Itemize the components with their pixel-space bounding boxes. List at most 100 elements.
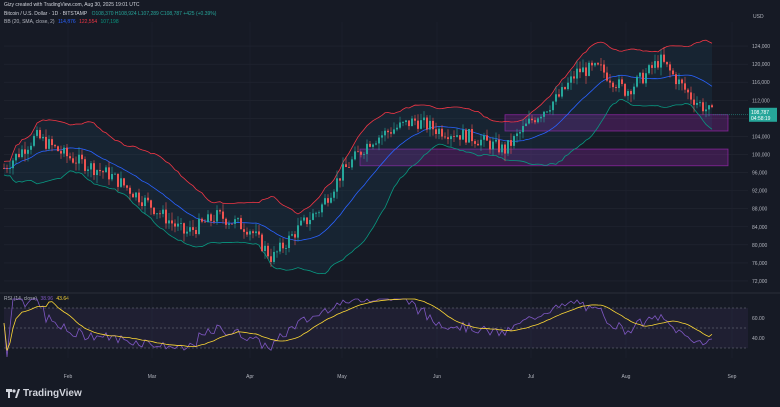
candle-body[interactable] — [426, 117, 428, 130]
candle-body[interactable] — [231, 223, 233, 225]
candle-body[interactable] — [294, 234, 296, 238]
candle-body[interactable] — [90, 163, 92, 170]
candle-body[interactable] — [519, 132, 521, 134]
candle-body[interactable] — [345, 164, 347, 168]
candle-body[interactable] — [255, 231, 257, 234]
candle-body[interactable] — [378, 137, 380, 144]
candle-body[interactable] — [81, 154, 83, 160]
candle-body[interactable] — [390, 132, 392, 134]
candle-body[interactable] — [474, 141, 476, 144]
candle-body[interactable] — [342, 164, 344, 181]
candle-body[interactable] — [411, 118, 413, 127]
candle-body[interactable] — [570, 76, 572, 83]
candle-body[interactable] — [462, 129, 464, 140]
candle-body[interactable] — [531, 118, 533, 121]
candle-body[interactable] — [156, 213, 158, 215]
rsi-ma-line[interactable] — [3, 298, 713, 351]
candle-body[interactable] — [621, 79, 623, 84]
candle-body[interactable] — [609, 80, 611, 83]
candle-body[interactable] — [318, 212, 320, 214]
candle-body[interactable] — [213, 220, 215, 222]
candle-body[interactable] — [267, 245, 269, 257]
candle-body[interactable] — [321, 204, 323, 213]
symbol-line[interactable]: Bitcoin / U.S. Dollar · 1D · BITSTAMP — [4, 11, 88, 17]
candle-body[interactable] — [393, 129, 395, 134]
candle-body[interactable] — [639, 72, 641, 77]
candle-body[interactable] — [582, 67, 584, 73]
candle-body[interactable] — [264, 245, 266, 252]
candle-body[interactable] — [198, 218, 200, 234]
candle-body[interactable] — [597, 63, 599, 65]
candle-body[interactable] — [93, 163, 95, 176]
candle-body[interactable] — [111, 173, 113, 180]
candle-body[interactable] — [633, 86, 635, 95]
candle-body[interactable] — [78, 154, 80, 164]
candle-body[interactable] — [3, 168, 5, 169]
candle-body[interactable] — [588, 62, 590, 76]
candle-body[interactable] — [618, 79, 620, 89]
candle-body[interactable] — [630, 91, 632, 95]
candle-body[interactable] — [243, 229, 245, 232]
candle-body[interactable] — [129, 187, 131, 194]
candle-body[interactable] — [162, 209, 164, 214]
candle-body[interactable] — [645, 73, 647, 84]
candle-body[interactable] — [657, 61, 659, 68]
candle-body[interactable] — [123, 178, 125, 186]
candle-body[interactable] — [375, 143, 377, 145]
candle-body[interactable] — [72, 158, 74, 163]
candle-body[interactable] — [561, 87, 563, 97]
candle-body[interactable] — [585, 67, 587, 76]
candle-body[interactable] — [576, 68, 578, 79]
candle-body[interactable] — [672, 70, 674, 75]
candle-body[interactable] — [573, 76, 575, 79]
candle-body[interactable] — [555, 94, 557, 102]
candle-body[interactable] — [249, 231, 251, 235]
candle-body[interactable] — [486, 135, 488, 141]
candle-body[interactable] — [258, 231, 260, 235]
bb-legend[interactable]: BB (20, SMA, close, 2) 114,876 122,554 1… — [4, 19, 119, 25]
candle-body[interactable] — [117, 173, 119, 187]
candle-body[interactable] — [99, 170, 101, 172]
candle-body[interactable] — [270, 256, 272, 262]
candle-body[interactable] — [465, 129, 467, 143]
candle-body[interactable] — [369, 143, 371, 147]
candle-body[interactable] — [381, 135, 383, 138]
candle-body[interactable] — [315, 212, 317, 214]
candle-body[interactable] — [660, 54, 662, 68]
candle-body[interactable] — [336, 178, 338, 192]
candle-body[interactable] — [102, 171, 104, 173]
candle-body[interactable] — [63, 147, 65, 154]
candle-body[interactable] — [150, 200, 152, 208]
candle-body[interactable] — [351, 159, 353, 168]
candle-body[interactable] — [600, 64, 602, 66]
candle-body[interactable] — [27, 149, 29, 154]
bb-upper-line[interactable] — [3, 39, 713, 215]
candle-body[interactable] — [669, 64, 671, 71]
candle-body[interactable] — [45, 136, 47, 149]
candle-body[interactable] — [603, 64, 605, 73]
candle-body[interactable] — [510, 140, 512, 146]
candle-body[interactable] — [201, 218, 203, 222]
candle-body[interactable] — [447, 137, 449, 140]
candle-body[interactable] — [207, 214, 209, 223]
candle-body[interactable] — [228, 223, 230, 225]
candle-body[interactable] — [666, 61, 668, 65]
candle-body[interactable] — [483, 135, 485, 140]
candle-body[interactable] — [432, 120, 434, 130]
candle-body[interactable] — [126, 185, 128, 188]
candle-body[interactable] — [525, 123, 527, 127]
candle-body[interactable] — [225, 218, 227, 225]
candle-body[interactable] — [372, 144, 374, 147]
candle-body[interactable] — [24, 149, 26, 154]
candle-body[interactable] — [6, 168, 8, 169]
candle-body[interactable] — [444, 136, 446, 138]
candle-body[interactable] — [12, 160, 14, 169]
candle-body[interactable] — [183, 223, 185, 234]
candle-body[interactable] — [39, 130, 41, 139]
candle-body[interactable] — [711, 105, 713, 108]
candle-body[interactable] — [240, 218, 242, 230]
currency-label[interactable]: USD — [753, 14, 764, 20]
candle-body[interactable] — [423, 117, 425, 121]
candle-body[interactable] — [357, 151, 359, 153]
candle-body[interactable] — [138, 192, 140, 203]
